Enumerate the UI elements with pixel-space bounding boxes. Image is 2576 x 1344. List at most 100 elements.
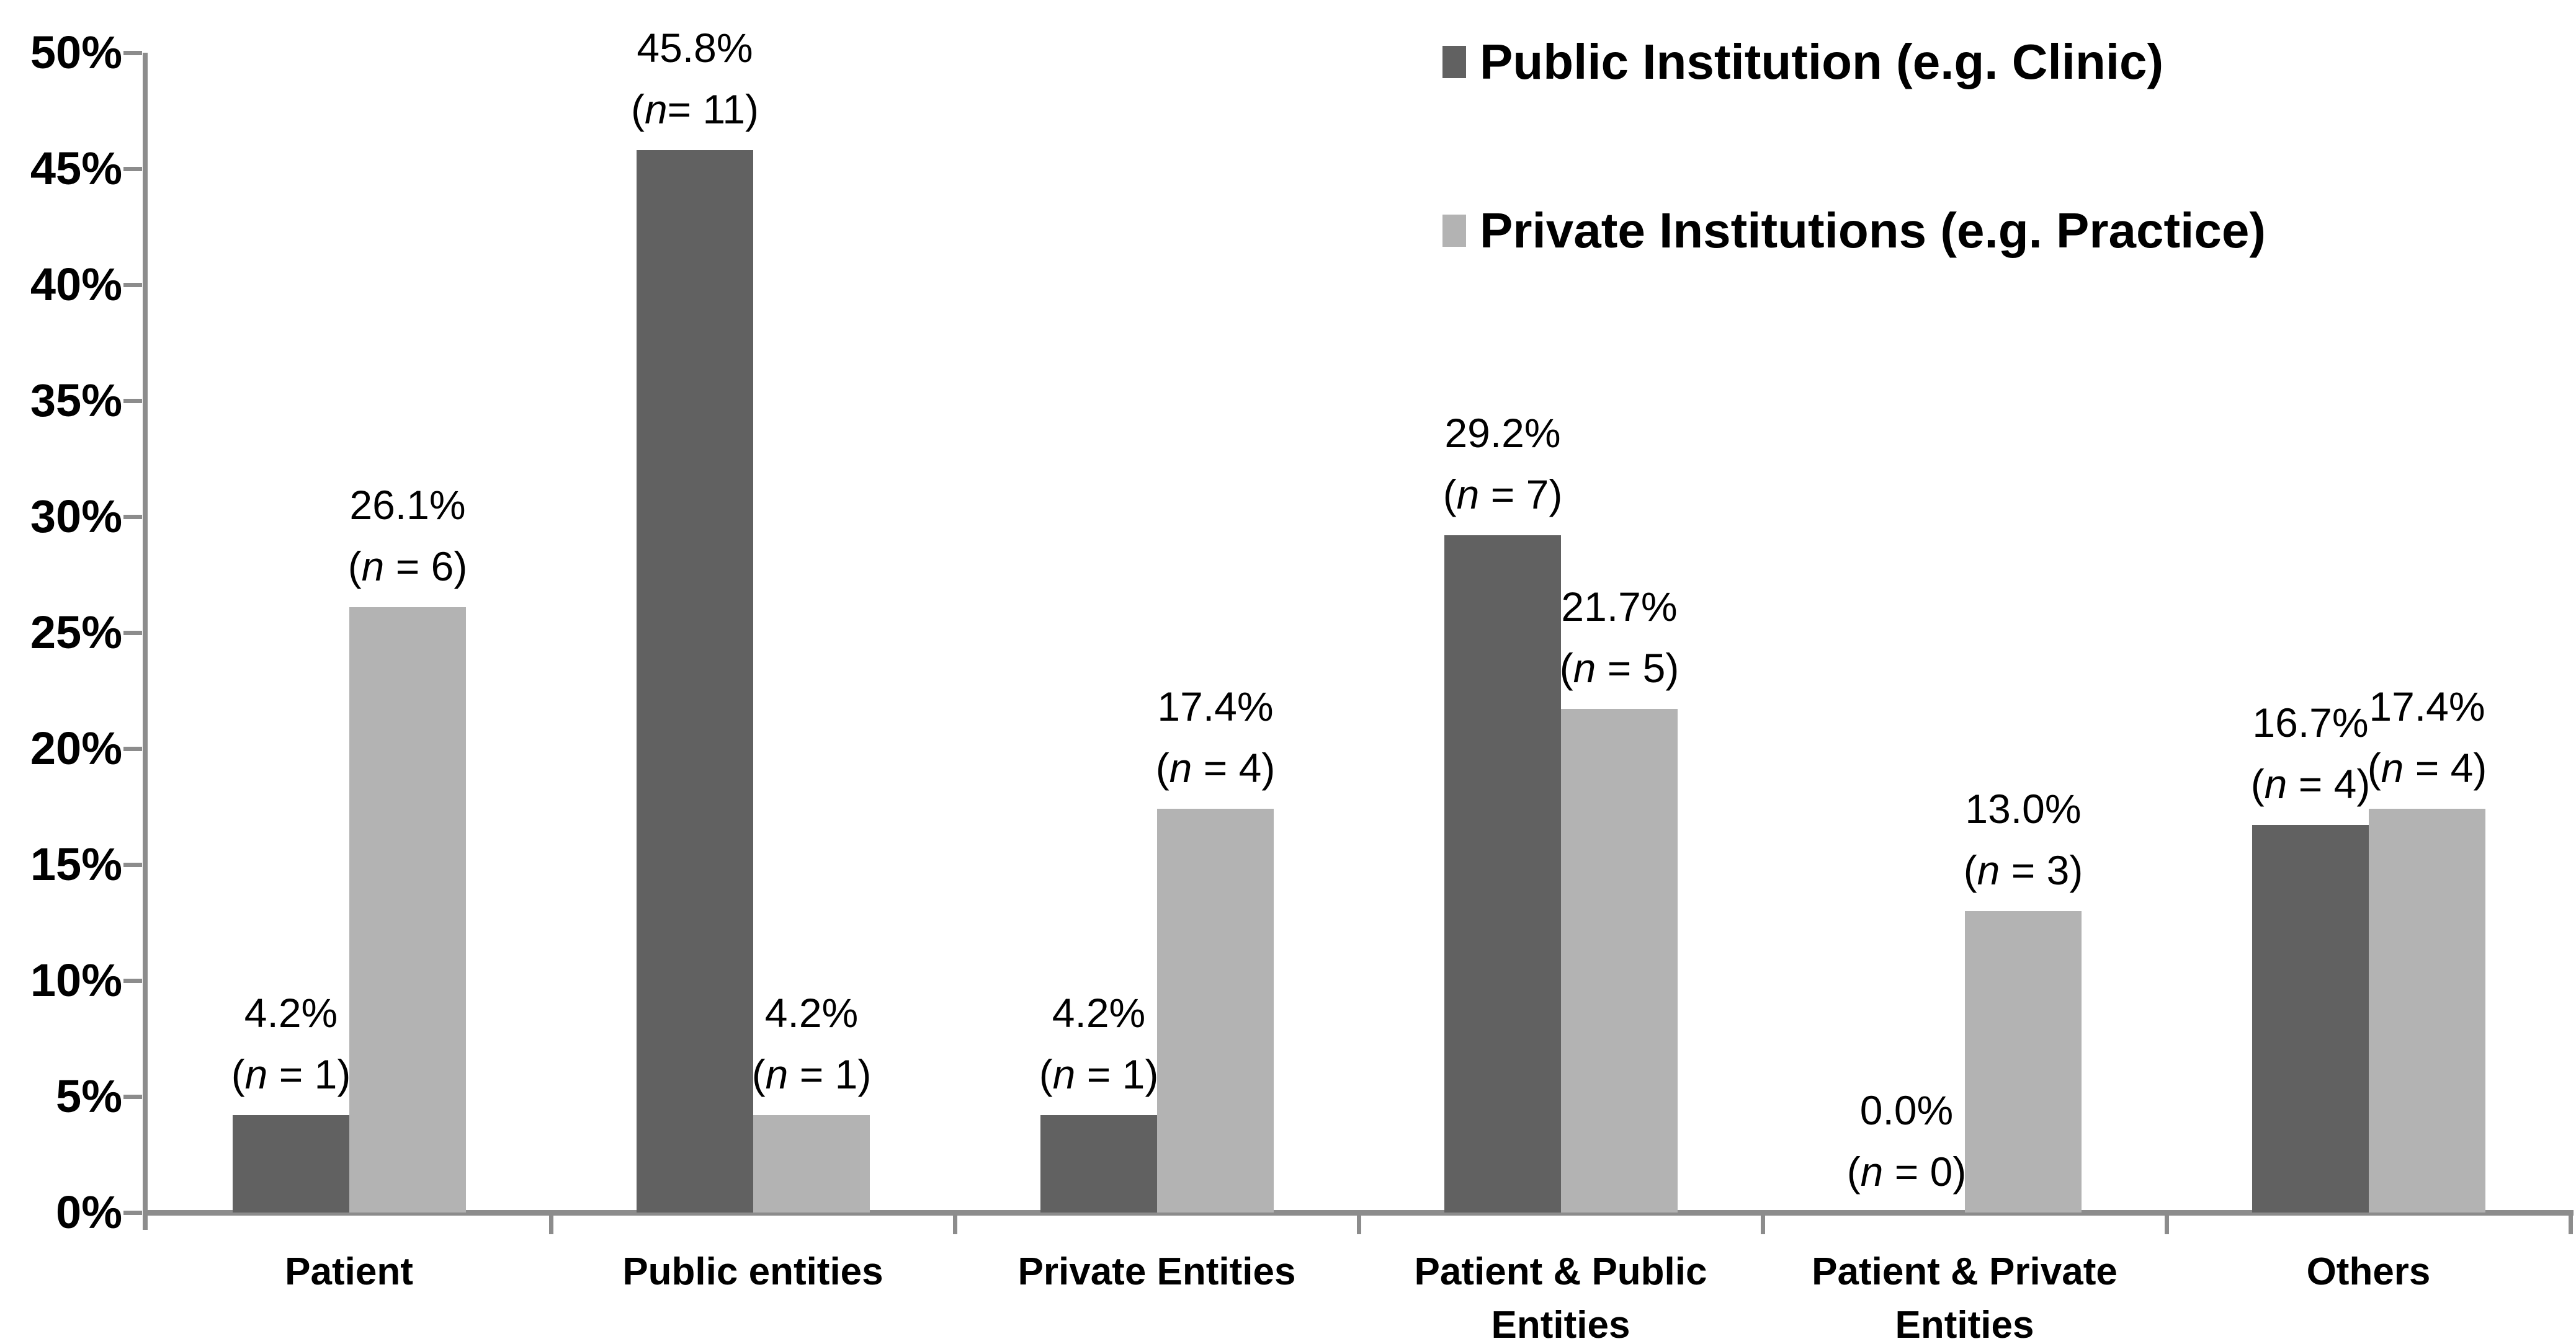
x-axis-tick: [2164, 1216, 2169, 1234]
y-axis-tick-label: 5%: [56, 1070, 122, 1122]
data-label-private-institutions: 17.4% (n = 4): [1067, 676, 1364, 799]
x-axis-category-label-line: Patient & Private: [1812, 1250, 2118, 1293]
data-label-private-institutions: 26.1% (n = 6): [259, 474, 557, 597]
data-label-n-count: (n = 4): [1155, 745, 1276, 791]
y-axis-tick-label: 40%: [30, 259, 122, 310]
data-label-public-institution: 4.2% (n = 1): [950, 982, 1248, 1105]
y-axis-tick: [123, 1210, 142, 1215]
legend-label-private-institutions: Private Institutions (e.g. Practice): [1480, 203, 2266, 258]
data-label-percent: 45.8%: [637, 25, 753, 71]
x-axis-tick: [2568, 1216, 2573, 1234]
y-axis-tick-label: 0%: [56, 1186, 122, 1238]
bar-private-institutions: [753, 1115, 870, 1213]
x-axis-tick: [1760, 1216, 1765, 1234]
n-symbol: n: [1169, 745, 1192, 791]
x-axis-category-label-line: Patient: [285, 1250, 413, 1293]
y-axis-tick: [123, 630, 142, 635]
x-axis-tick: [1356, 1216, 1361, 1234]
data-label-n-count: (n = 0): [1846, 1149, 1967, 1195]
data-label-n-count: (n= 11): [630, 86, 759, 133]
y-axis-tick: [123, 398, 142, 403]
data-label-n-count: (n = 1): [751, 1051, 872, 1097]
data-label-percent: 13.0%: [1965, 785, 2082, 832]
bar-public-institution: [2252, 825, 2369, 1213]
data-label-percent: 4.2%: [244, 989, 338, 1036]
data-label-private-institutions: 4.2% (n = 1): [663, 982, 960, 1105]
data-label-percent: 21.7%: [1561, 584, 1678, 630]
data-label-percent: 26.1%: [349, 481, 466, 528]
y-axis-tick-label: 50%: [30, 27, 122, 78]
n-symbol: n: [2264, 761, 2288, 808]
n-symbol: n: [765, 1051, 789, 1097]
x-axis-category-label: Patient & Private Entities: [1763, 1245, 2167, 1344]
data-label-public-institution: 29.2% (n = 7): [1354, 403, 1652, 525]
bar-private-institutions: [1157, 809, 1274, 1213]
data-label-n-count: (n = 4): [2250, 761, 2371, 808]
y-axis-tick-label: 10%: [30, 955, 122, 1006]
bar-public-institution: [637, 150, 753, 1213]
data-label-public-institution: 45.8% (n= 11): [546, 17, 844, 140]
x-axis-category-label: Patient & Public Entities: [1359, 1245, 1763, 1344]
y-axis-tick-label: 20%: [30, 723, 122, 774]
legend-swatch-private-institutions-icon: [1442, 215, 1466, 247]
data-label-public-institution: 4.2% (n = 1): [142, 982, 440, 1105]
x-axis-category-label: Others: [2167, 1245, 2570, 1299]
y-axis-tick: [123, 1094, 142, 1099]
x-axis-category-label-line: Entities: [1895, 1304, 2034, 1344]
y-axis-tick: [123, 746, 142, 751]
n-symbol: n: [361, 543, 385, 589]
bar-private-institutions: [1561, 709, 1678, 1213]
n-symbol: n: [1052, 1051, 1076, 1097]
x-axis-category-label-line: Public entities: [622, 1250, 883, 1293]
x-axis-category-label-line: Entities: [1491, 1304, 1630, 1344]
y-axis-tick-label: 35%: [30, 375, 122, 426]
x-axis-tick: [952, 1216, 957, 1234]
legend-label-public-institution: Public Institution (e.g. Clinic): [1480, 34, 2164, 89]
bar-public-institution: [233, 1115, 349, 1213]
data-label-percent: 4.2%: [764, 989, 859, 1036]
x-axis-tick: [548, 1216, 553, 1234]
bar-public-institution: [1040, 1115, 1157, 1213]
x-axis-category-label: Public entities: [551, 1245, 955, 1299]
n-symbol: n: [1977, 847, 2000, 893]
n-symbol: n: [1860, 1149, 1884, 1195]
y-axis-tick: [123, 50, 142, 55]
x-axis-category-label: Private Entities: [955, 1245, 1359, 1299]
legend-swatch-public-institution-icon: [1442, 46, 1466, 78]
bar-private-institutions: [2369, 809, 2485, 1213]
data-label-n-count: (n = 6): [347, 543, 468, 589]
x-axis-category-label: Patient: [147, 1245, 551, 1299]
n-symbol: n: [644, 86, 668, 133]
n-symbol: n: [2381, 745, 2404, 791]
y-axis-tick-label: 15%: [30, 839, 122, 890]
n-symbol: n: [1573, 645, 1596, 692]
data-label-private-institutions: 17.4% (n = 4): [2278, 676, 2576, 799]
data-label-percent: 4.2%: [1052, 989, 1146, 1036]
y-axis-tick-label: 25%: [30, 607, 122, 658]
data-label-private-institutions: 21.7% (n = 5): [1470, 576, 1768, 699]
x-axis-line: [143, 1210, 2574, 1216]
data-label-public-institution: 16.7% (n = 4): [2162, 692, 2459, 815]
bar-private-institutions: [349, 607, 466, 1213]
y-axis-tick: [123, 514, 142, 519]
data-label-percent: 0.0%: [1859, 1087, 1954, 1133]
data-label-percent: 17.4%: [2369, 683, 2485, 730]
data-label-n-count: (n = 7): [1442, 471, 1563, 517]
data-label-percent: 16.7%: [2252, 700, 2369, 746]
n-symbol: n: [1456, 471, 1480, 517]
data-label-percent: 29.2%: [1444, 409, 1561, 456]
legend-item-public-institution: Public Institution (e.g. Clinic): [1442, 34, 2163, 89]
data-label-n-count: (n = 1): [231, 1051, 351, 1097]
x-axis-category-label-line: Others: [2306, 1250, 2431, 1293]
bar-private-institutions: [1965, 910, 2082, 1213]
y-axis-tick: [123, 166, 142, 171]
y-axis-tick: [123, 862, 142, 867]
data-label-n-count: (n = 3): [1963, 847, 2083, 893]
y-axis-tick: [123, 282, 142, 287]
data-label-public-institution: 0.0% (n = 0): [1758, 1080, 2055, 1203]
data-label-private-institutions: 13.0% (n = 3): [1874, 778, 2172, 901]
legend-item-private-institutions: Private Institutions (e.g. Practice): [1442, 203, 2266, 258]
x-axis-category-label-line: Private Entities: [1017, 1250, 1296, 1293]
y-axis-line: [143, 53, 148, 1230]
